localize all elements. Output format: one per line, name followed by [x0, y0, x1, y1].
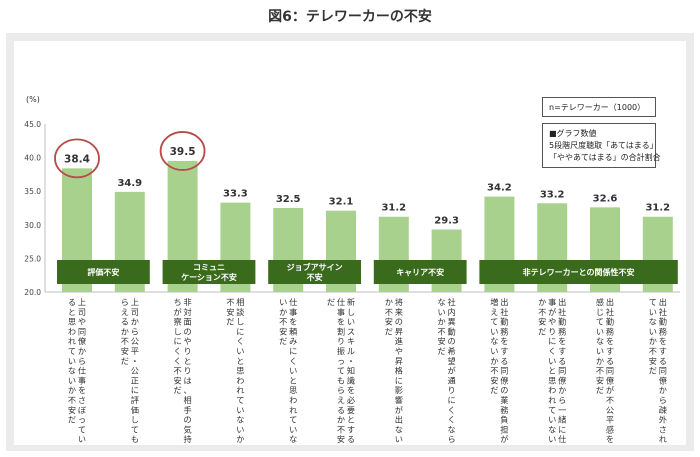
category-label: 上司や同僚から仕事をさぼっていると思われていないか不安だ — [68, 297, 87, 444]
y-tick-label: 30.0 — [24, 221, 41, 230]
group-label: 非テレワーカーとの関係性不安 — [523, 267, 635, 277]
category-label: 上司から公平・公正に評価してもらえるか不安だ — [121, 297, 139, 444]
group-band — [268, 260, 361, 284]
category-label: 仕事を頼みにくいと思われていないか不安だ — [279, 297, 297, 444]
category-label: 出社勤務をする同僚から一緒に仕事がやりにくいと思われていないか不安だ — [538, 297, 567, 444]
group-label: ジョブアサイン不安 — [287, 262, 343, 282]
category-label: 社内異動の希望が通りにくくならないか不安だ — [437, 297, 455, 444]
data-label: 38.4 — [64, 153, 90, 165]
group-label: コミュニケーション不安 — [181, 263, 237, 282]
legend-sample-size: n=テレワーカー（1000） — [542, 97, 656, 117]
group-band — [373, 260, 467, 284]
data-label: 39.5 — [170, 146, 196, 158]
legend-note-line2: 「ややあてはまる」の合計割合 — [549, 153, 661, 162]
category-label: 非対面のやりとりは、相手の気持ちが察しにくく不安だ — [173, 297, 191, 444]
data-label: 32.5 — [276, 194, 301, 205]
category-label: 相談しにくいと思われていないか不安だ — [226, 297, 244, 444]
group-band — [57, 260, 150, 284]
data-label: 34.9 — [117, 178, 142, 189]
data-label: 29.3 — [434, 216, 459, 227]
y-tick-label: 35.0 — [24, 187, 41, 196]
legend-note-line1: 5段階尺度聴取「あてはまる」 — [549, 141, 658, 150]
data-label: 33.3 — [223, 189, 248, 200]
group-band — [479, 260, 678, 284]
highlight-circle — [159, 131, 206, 171]
data-label: 33.2 — [540, 189, 565, 200]
y-tick-label: 20.0 — [24, 288, 41, 297]
category-label: 将来の昇進や昇格に影響が出ないか不安だ — [385, 297, 403, 444]
highlight-circle — [54, 138, 100, 179]
data-label: 32.1 — [329, 197, 354, 208]
group-label: キャリア不安 — [396, 267, 444, 277]
data-label: 32.6 — [593, 193, 618, 204]
category-label: 出社勤務をする同僚から疎外されていないか不安だ — [649, 297, 668, 444]
chart-title: 図6：テレワーカーの不安 — [268, 9, 432, 25]
category-label: 出社勤務をする同僚が不公平感を感じていないか不安だ — [596, 297, 615, 444]
group-label: 評価不安 — [87, 267, 119, 277]
y-axis-label: (%) — [26, 95, 40, 104]
legend-note: ■グラフ数値 5段階尺度聴取「あてはまる」 「ややあてはまる」の合計割合 — [542, 123, 661, 168]
data-label: 34.2 — [487, 183, 512, 194]
y-tick-label: 25.0 — [24, 254, 41, 263]
category-label: 出社勤務をする同僚の業務負担が増えていないか不安だ — [490, 297, 509, 444]
category-label: 新しいスキル・知識を必要とする仕事を割り振ってもらえるか不安だ — [327, 297, 355, 444]
group-band — [162, 260, 256, 284]
data-label: 31.2 — [381, 203, 406, 214]
legend-note-title: ■グラフ数値 — [549, 129, 597, 138]
data-label: 31.2 — [645, 203, 670, 214]
y-tick-label: 40.0 — [24, 154, 41, 163]
y-tick-label: 45.0 — [24, 120, 41, 129]
